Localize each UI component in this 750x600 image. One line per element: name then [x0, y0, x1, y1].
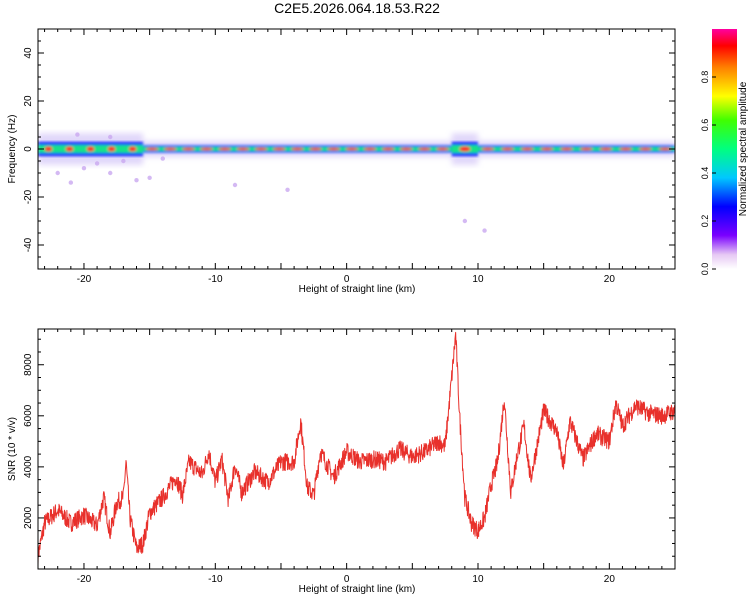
spectrogram-content	[38, 132, 675, 233]
band-peak	[254, 147, 268, 151]
band-peak	[381, 147, 395, 151]
x-tick-label: 10	[472, 574, 484, 585]
band-peak	[44, 146, 53, 152]
noise-point	[134, 178, 139, 183]
spectrogram-ylabel: Frequency (Hz)	[7, 115, 18, 184]
noise-point	[55, 170, 60, 176]
snr-frame	[37, 328, 676, 570]
noise-point	[160, 156, 165, 161]
x-tick-label: 20	[604, 274, 616, 285]
band-peak	[560, 147, 573, 151]
band-peak	[86, 146, 95, 152]
band-peak	[128, 146, 137, 152]
noise-point	[94, 161, 100, 166]
band-peak	[639, 147, 652, 151]
spectrogram-panel: -20 -10 0 10 20 -40 -20 0 20 40 Height of straigh…	[7, 28, 676, 295]
x-tick-label: -10	[208, 574, 223, 585]
colorbar: 0.0 0.2 0.4 0.6 0.8 Normalized spectral ampl…	[700, 29, 749, 275]
x-tick-label: 20	[604, 574, 616, 585]
y-tick-label: 2000	[23, 506, 34, 529]
y-tick-label: -20	[23, 189, 34, 204]
spectrogram-axes: -20 -10 0 10 20 -40 -20 0 20 40	[23, 28, 676, 285]
spectrogram-xlabel: Height of straight line (km)	[299, 284, 416, 295]
band-peak	[107, 146, 116, 152]
band-peak	[481, 147, 495, 151]
band-peak	[291, 147, 304, 151]
noise-point	[108, 170, 113, 176]
noise-point	[81, 166, 87, 171]
y-tick-label: -40	[23, 237, 34, 252]
noise-point	[75, 132, 80, 137]
band-peak	[145, 147, 159, 151]
band-peak	[363, 147, 377, 151]
x-tick-label: 0	[344, 274, 350, 285]
page-title: C2E5.2026.064.18.53.R22	[274, 0, 440, 16]
spectrogram-band	[38, 141, 675, 157]
band-peak	[599, 147, 613, 151]
band-peak	[182, 147, 195, 151]
band-mid	[477, 147, 675, 151]
x-tick-label: 0	[344, 574, 350, 585]
band-peak	[345, 147, 359, 151]
band-peak	[436, 147, 449, 151]
band-peak	[200, 147, 213, 151]
y-tick-label: 0	[23, 146, 34, 152]
colorbar-label: Normalized spectral amplitude	[738, 81, 749, 216]
y-tick-label: 20	[23, 95, 34, 107]
band-peak	[520, 147, 534, 151]
band-peak	[540, 147, 554, 151]
noise-point	[462, 218, 468, 224]
snr-series-line	[38, 331, 675, 566]
x-tick-label: -10	[208, 274, 223, 285]
band-peak	[400, 147, 413, 151]
band-peak	[236, 147, 250, 151]
snr-xlabel: Height of straight line (km)	[299, 584, 416, 595]
y-tick-label: 6000	[23, 404, 34, 427]
colorbar-tick-label: 0.2	[700, 215, 710, 228]
snr-axes: -20 -10 0 10 20 2000 4000 6000 8000	[23, 329, 676, 585]
y-tick-label: 8000	[23, 353, 34, 376]
noise-point	[482, 228, 487, 233]
x-tick-label: 10	[472, 274, 484, 285]
band-peak	[218, 147, 232, 151]
noise-point	[285, 187, 290, 192]
y-tick-label: 4000	[23, 455, 34, 478]
noise-point	[232, 182, 238, 188]
band-peak	[272, 147, 286, 151]
noise-point	[121, 158, 126, 164]
noise-point	[108, 134, 113, 140]
colorbar-tick-label: 0.4	[700, 167, 710, 180]
band-peak	[658, 147, 672, 151]
band-peak	[164, 147, 177, 151]
band-peak	[327, 147, 341, 151]
colorbar-tick-label: 0.8	[700, 71, 710, 84]
colorbar-gradient	[712, 29, 737, 269]
snr-ylabel: SNR (10 * v/v)	[7, 417, 18, 481]
noise-point	[68, 180, 74, 185]
colorbar-ticks: 0.0 0.2 0.4 0.6 0.8	[700, 71, 716, 276]
band-peak	[619, 147, 633, 151]
band-peak	[65, 146, 74, 152]
band-peak	[501, 147, 514, 151]
noise-point	[147, 175, 152, 180]
colorbar-tick-label: 0.0	[700, 263, 710, 276]
x-tick-label: -20	[77, 574, 92, 585]
band-peak	[309, 147, 322, 151]
band-peak	[418, 147, 431, 151]
y-tick-label: 40	[23, 47, 34, 59]
colorbar-tick-label: 0.6	[700, 119, 710, 132]
x-tick-label: -20	[77, 274, 92, 285]
band-peak	[459, 146, 471, 152]
band-peak	[580, 147, 593, 151]
snr-panel: -20 -10 0 10 20 2000 4000 6000 8000 Height of st…	[7, 328, 676, 595]
